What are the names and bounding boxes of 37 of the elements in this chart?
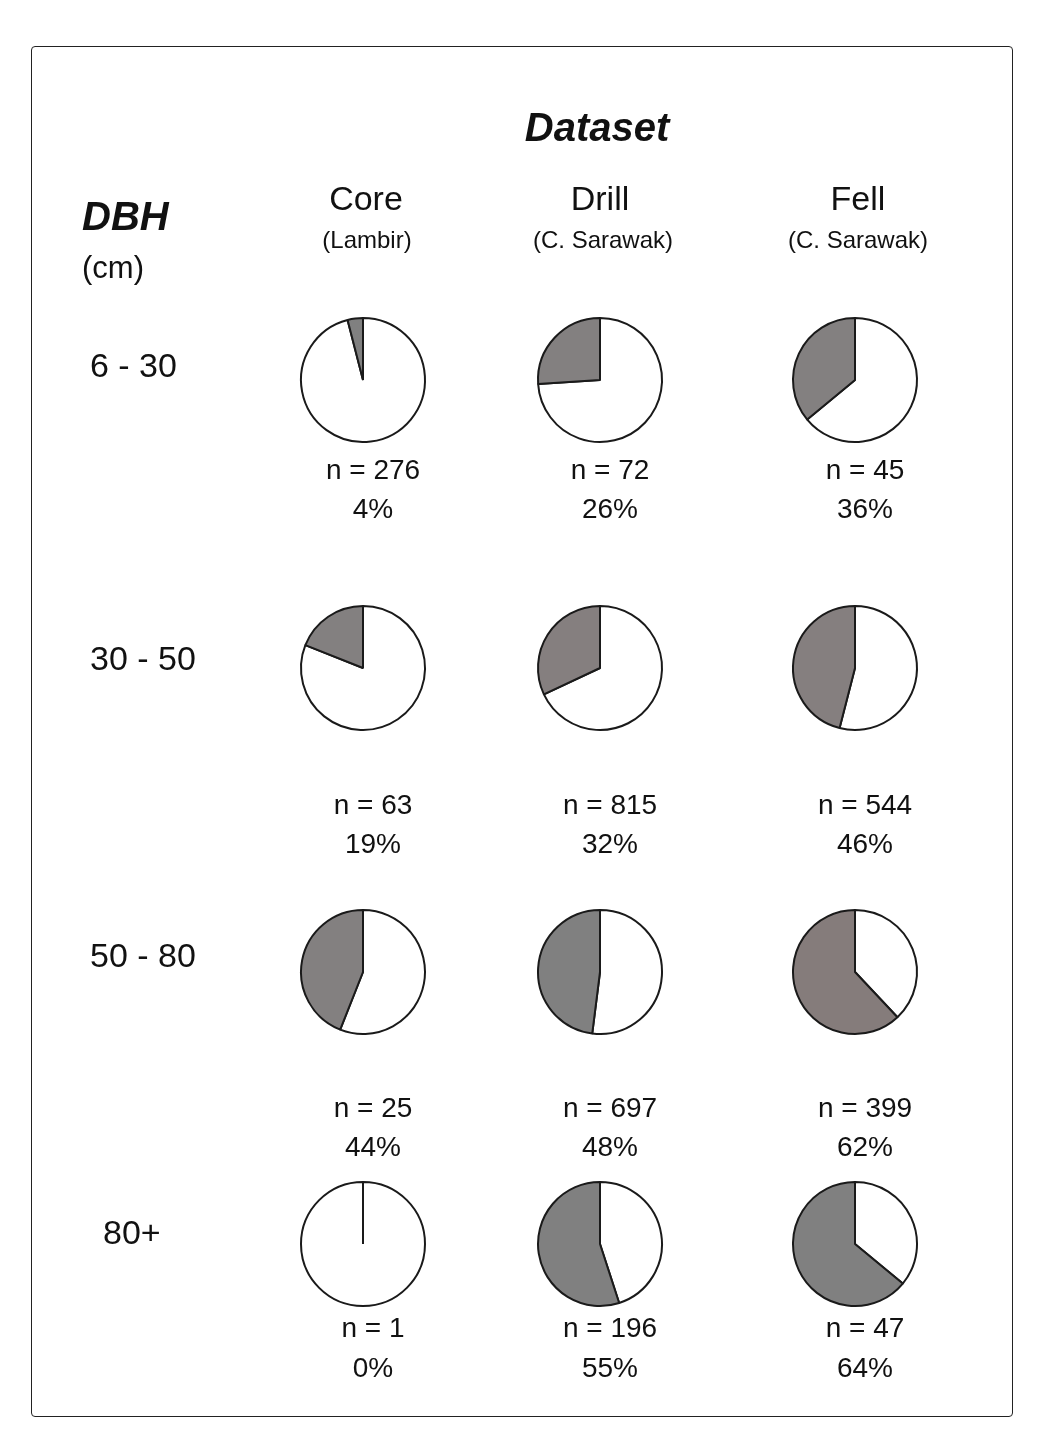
text: n = 45 (825, 454, 905, 486)
text: n = 697 (562, 1092, 658, 1124)
category-label: 30 - 50 (90, 638, 196, 677)
text: 62% (836, 1131, 894, 1163)
category-label: 50 - 80 (90, 935, 196, 974)
text: n = 72 (570, 454, 650, 486)
text: n = 63 (333, 789, 413, 821)
text: 46% (836, 828, 894, 860)
text: n = 544 (817, 789, 913, 821)
text: 55% (581, 1352, 639, 1384)
category-label: 80+ (103, 1212, 161, 1251)
text: 64% (836, 1352, 894, 1384)
text: 32% (581, 828, 639, 860)
category-label: Fell (830, 178, 886, 218)
text: (C. Sarawak) (532, 226, 674, 254)
text: 26% (581, 493, 639, 525)
text: n = 47 (825, 1312, 905, 1344)
text: DBH (82, 193, 169, 239)
text: n = 196 (562, 1312, 658, 1344)
text: Dataset (524, 104, 670, 150)
text: n = 815 (562, 789, 658, 821)
text: n = 25 (333, 1092, 413, 1124)
text: (cm) (82, 250, 144, 286)
text: (C. Sarawak) (787, 226, 929, 254)
text: 48% (581, 1131, 639, 1163)
text: (Lambir) (322, 226, 412, 254)
text: n = 1 (341, 1312, 405, 1344)
text: 36% (836, 493, 894, 525)
category-label: 6 - 30 (90, 345, 177, 384)
text: n = 276 (325, 454, 421, 486)
text: 19% (344, 828, 402, 860)
text: 0% (352, 1352, 394, 1384)
text: n = 399 (817, 1092, 913, 1124)
text: 4% (352, 493, 394, 525)
text: 44% (344, 1131, 402, 1163)
category-label: Core (329, 178, 403, 218)
category-label: Drill (570, 178, 630, 218)
